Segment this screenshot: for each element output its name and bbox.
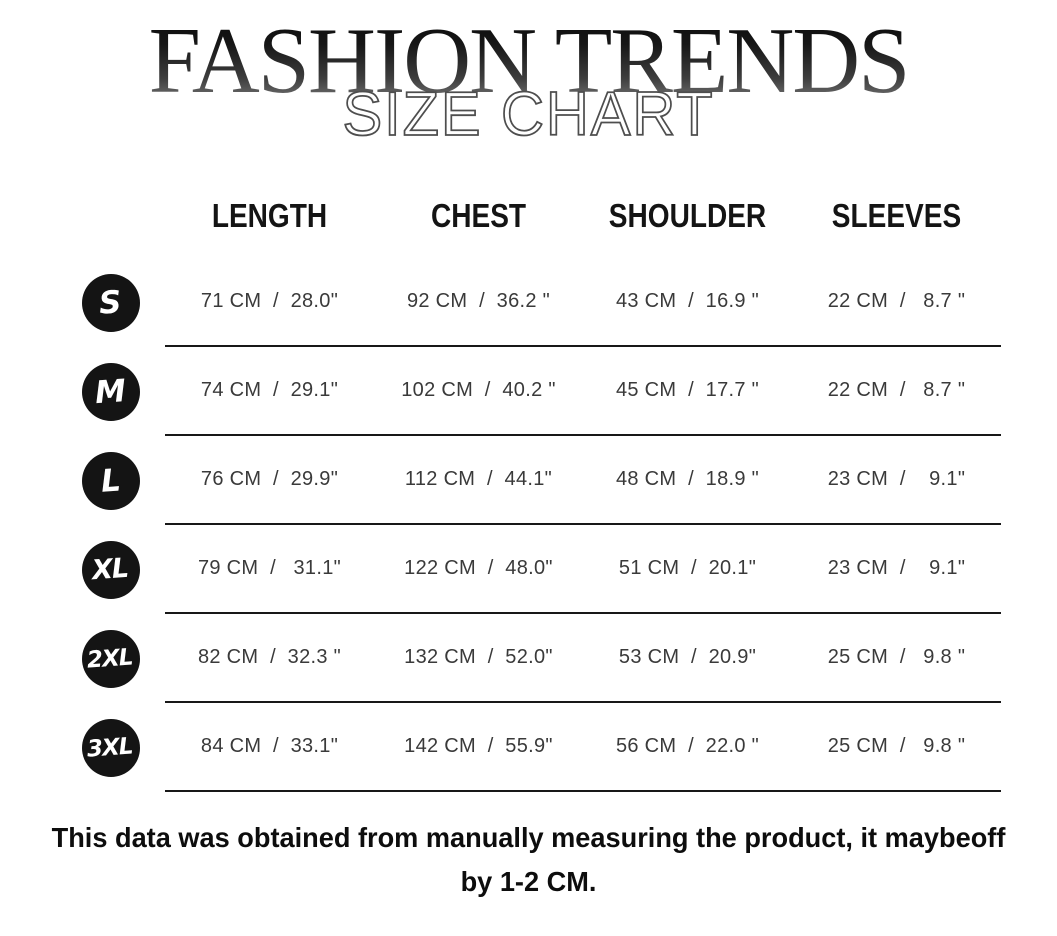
- badge-cell: XL: [57, 525, 165, 614]
- cell-chest: 92 CM / 36.2 ": [406, 290, 551, 312]
- cell-shoulder: 45 CM / 17.7 ": [615, 379, 760, 401]
- badge-label: L: [99, 461, 121, 500]
- page-title: FASHION TRENDS: [148, 9, 911, 113]
- cell-shoulder: 51 CM / 20.1": [618, 557, 757, 579]
- badge-label: XL: [90, 552, 130, 587]
- row-cells: 82 CM / 32.3 " 132 CM / 52.0" 53 CM / 20…: [165, 614, 1001, 703]
- column-header-shoulder: SHOULDER: [608, 197, 767, 234]
- page-subtitle: SIZE CHART: [342, 80, 715, 149]
- badge-cell: 3XL: [57, 703, 165, 792]
- table-row: XL 79 CM / 31.1" 122 CM / 48.0" 51 CM / …: [57, 525, 1001, 614]
- table-row: 3XL 84 CM / 33.1" 142 CM / 55.9" 56 CM /…: [57, 703, 1001, 792]
- cell-sleeves: 22 CM / 8.7 ": [827, 379, 966, 401]
- row-cells: 74 CM / 29.1" 102 CM / 40.2 " 45 CM / 17…: [165, 347, 1001, 436]
- header-cells: LENGTH CHEST SHOULDER SLEEVES: [165, 197, 1001, 235]
- badge-cell: 2XL: [57, 614, 165, 703]
- badge-label: S: [98, 283, 122, 322]
- measurement-disclaimer: This data was obtained from manually mea…: [16, 816, 1041, 904]
- column-header-sleeves: SLEEVES: [831, 197, 962, 234]
- cell-shoulder: 53 CM / 20.9": [618, 646, 757, 668]
- cell-chest: 122 CM / 48.0": [404, 557, 553, 579]
- row-cells: 71 CM / 28.0" 92 CM / 36.2 " 43 CM / 16.…: [165, 258, 1001, 347]
- badge-label: 2XL: [86, 644, 134, 674]
- row-cells: 79 CM / 31.1" 122 CM / 48.0" 51 CM / 20.…: [165, 525, 1001, 614]
- table-row: L 76 CM / 29.9" 112 CM / 44.1" 48 CM / 1…: [57, 436, 1001, 525]
- table-row: S 71 CM / 28.0" 92 CM / 36.2 " 43 CM / 1…: [57, 258, 1001, 347]
- cell-shoulder: 43 CM / 16.9 ": [615, 290, 760, 312]
- row-cells: 84 CM / 33.1" 142 CM / 55.9" 56 CM / 22.…: [165, 703, 1001, 792]
- cell-sleeves: 22 CM / 8.7 ": [827, 290, 966, 312]
- disclaimer-line-2: by 1-2 CM.: [460, 866, 597, 897]
- cell-chest: 112 CM / 44.1": [404, 468, 553, 490]
- size-badge: M: [82, 362, 140, 421]
- column-header-length: LENGTH: [211, 197, 328, 234]
- size-chart-page: FASHION TRENDS SIZE CHART LENGTH CHEST S…: [0, 14, 1057, 904]
- size-badge: 3XL: [82, 718, 140, 777]
- column-header-chest: CHEST: [430, 197, 527, 234]
- badge-label: 3XL: [86, 733, 134, 763]
- cell-sleeves: 23 CM / 9.1": [827, 557, 966, 579]
- cell-length: 74 CM / 29.1": [200, 379, 339, 401]
- table-header-row: LENGTH CHEST SHOULDER SLEEVES: [57, 174, 1001, 258]
- table-row: M 74 CM / 29.1" 102 CM / 40.2 " 45 CM / …: [57, 347, 1001, 436]
- badge-cell: M: [57, 347, 165, 436]
- cell-chest: 142 CM / 55.9": [404, 735, 553, 757]
- size-badge: XL: [82, 540, 140, 599]
- cell-sleeves: 25 CM / 9.8 ": [827, 646, 966, 668]
- badge-cell: S: [57, 258, 165, 347]
- cell-shoulder: 56 CM / 22.0 ": [615, 735, 760, 757]
- cell-shoulder: 48 CM / 18.9 ": [615, 468, 760, 490]
- cell-sleeves: 25 CM / 9.8 ": [827, 735, 966, 757]
- badge-cell: L: [57, 436, 165, 525]
- badge-label: M: [93, 372, 127, 411]
- cell-length: 76 CM / 29.9": [200, 468, 339, 490]
- size-badge: S: [82, 273, 140, 332]
- cell-chest: 132 CM / 52.0": [404, 646, 553, 668]
- cell-chest: 102 CM / 40.2 ": [401, 379, 556, 401]
- size-badge: 2XL: [82, 629, 140, 688]
- table-row: 2XL 82 CM / 32.3 " 132 CM / 52.0" 53 CM …: [57, 614, 1001, 703]
- cell-length: 71 CM / 28.0": [200, 290, 339, 312]
- cell-sleeves: 23 CM / 9.1": [827, 468, 966, 490]
- cell-length: 82 CM / 32.3 ": [197, 646, 342, 668]
- size-badge: L: [82, 451, 140, 510]
- disclaimer-line-1: This data was obtained from manually mea…: [51, 822, 1006, 853]
- title-block: FASHION TRENDS SIZE CHART: [0, 14, 1057, 174]
- size-table: LENGTH CHEST SHOULDER SLEEVES S 71 CM / …: [57, 174, 1001, 792]
- cell-length: 79 CM / 31.1": [197, 557, 342, 579]
- row-cells: 76 CM / 29.9" 112 CM / 44.1" 48 CM / 18.…: [165, 436, 1001, 525]
- cell-length: 84 CM / 33.1": [200, 735, 339, 757]
